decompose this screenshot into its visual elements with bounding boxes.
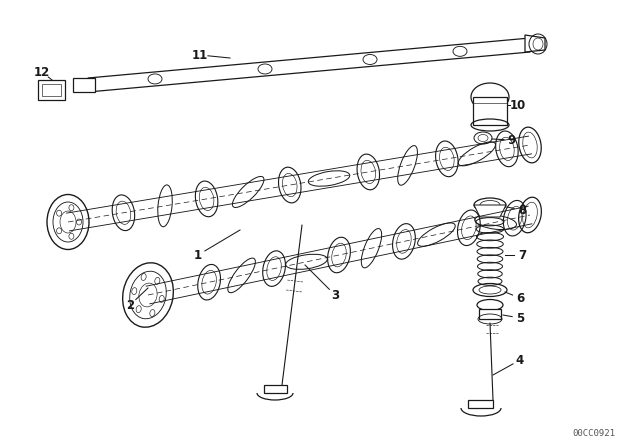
Polygon shape xyxy=(473,97,507,125)
Text: 12: 12 xyxy=(34,65,50,78)
Text: 9: 9 xyxy=(508,134,516,146)
Text: 6: 6 xyxy=(516,292,524,305)
Text: 1: 1 xyxy=(194,249,202,262)
Polygon shape xyxy=(38,80,65,100)
Polygon shape xyxy=(42,84,61,96)
Polygon shape xyxy=(474,205,506,217)
Text: 3: 3 xyxy=(331,289,339,302)
Polygon shape xyxy=(73,78,95,92)
Text: 2: 2 xyxy=(126,298,134,311)
Text: 11: 11 xyxy=(192,48,208,61)
Polygon shape xyxy=(479,309,501,319)
Text: 7: 7 xyxy=(518,249,526,262)
Polygon shape xyxy=(468,400,493,408)
Text: 00CC0921: 00CC0921 xyxy=(572,429,615,438)
Text: 4: 4 xyxy=(516,353,524,366)
Polygon shape xyxy=(88,38,530,92)
Polygon shape xyxy=(264,385,287,393)
Text: 5: 5 xyxy=(516,311,524,324)
Text: 8: 8 xyxy=(518,203,526,216)
Text: 10: 10 xyxy=(510,99,526,112)
Polygon shape xyxy=(525,35,545,52)
